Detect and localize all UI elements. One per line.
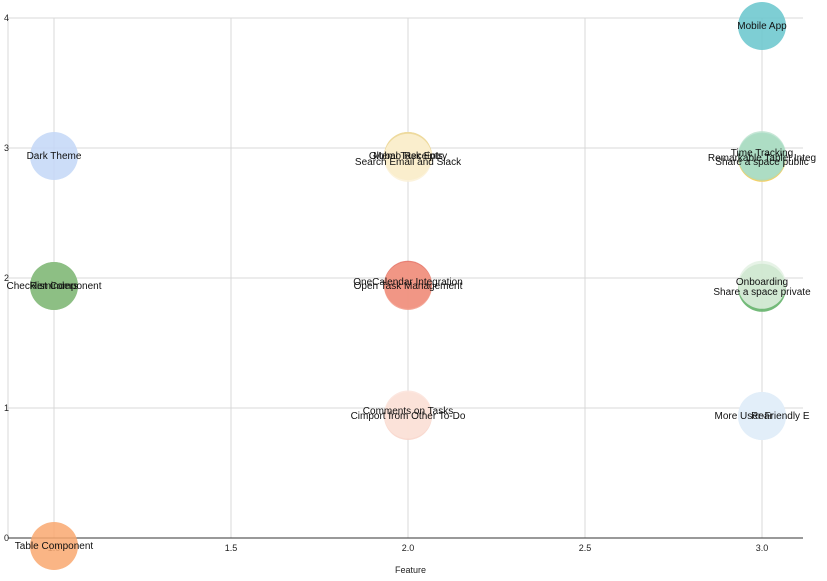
x-tick-label: 2.5 (579, 543, 592, 553)
bubble-label: More User-Friendly E (714, 411, 809, 422)
x-tick-label: 2.0 (402, 543, 415, 553)
bubble-label: Memo Receipts (373, 151, 442, 162)
y-tick-label: 0 (4, 533, 9, 543)
bubble-label: Mobile App (737, 21, 787, 32)
y-tick-label: 4 (4, 13, 9, 23)
bubble-labels: Table Component Checklist ComponentRemind… (6, 21, 816, 552)
x-tick-label: 3.0 (756, 543, 769, 553)
y-tick-label: 2 (4, 273, 9, 283)
x-tick-label: 1.5 (225, 543, 238, 553)
bubble (738, 132, 786, 181)
bubble-label: Remarkable Tablet Integ (708, 153, 816, 164)
bubble (30, 132, 78, 180)
y-tick-labels: 0 1 2 3 4 (4, 13, 9, 543)
bubble-label: Open Task Management (354, 281, 463, 292)
bubble-label: Checklist Component (6, 281, 101, 292)
bubble (738, 2, 786, 50)
bubble-label: Time Tracking (731, 148, 793, 159)
bubble-label: Share a space private (713, 287, 811, 298)
y-tick-label: 3 (4, 143, 9, 153)
bubble (384, 390, 432, 439)
y-tick-label: 1 (4, 403, 9, 413)
bubble-label: Cimport from Other To-Do (351, 411, 466, 422)
x-axis-label: Feature (395, 565, 426, 575)
bubble-label: OneCalendar Integration (353, 277, 463, 288)
bubble (30, 262, 78, 310)
bubble-label: Global Task Entry (369, 151, 447, 162)
bubble (738, 260, 786, 309)
bubble-label: Comments on Tasks (363, 406, 453, 417)
axes (7, 18, 803, 539)
bubble-label: Share a space public (715, 157, 808, 168)
x-tick-labels: 1.01.52.02.53.0 (48, 543, 769, 553)
bubble-label: Search Email and Slack (355, 157, 462, 168)
bubble-label: Onboarding (736, 277, 788, 288)
bubble (30, 522, 78, 570)
bubble (738, 392, 786, 440)
bubbles (30, 2, 786, 570)
bubble-label: Dark Theme (27, 151, 82, 162)
bubble-label: Table Component (15, 541, 94, 552)
bubble-label: Rear (751, 411, 773, 422)
bubble (384, 133, 432, 182)
bubble-label: Reminders (30, 281, 78, 292)
bubble (384, 262, 432, 310)
